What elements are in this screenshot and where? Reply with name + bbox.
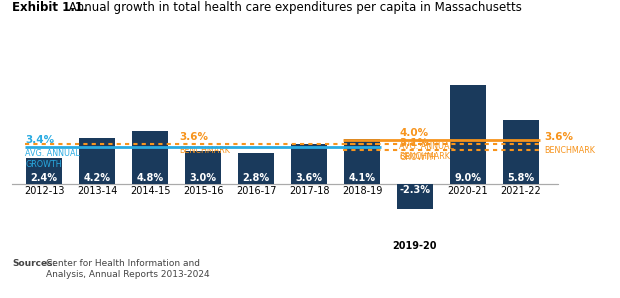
Text: BENCHMARK: BENCHMARK <box>544 146 595 156</box>
Bar <box>132 131 168 184</box>
Text: 3.6%: 3.6% <box>296 173 322 183</box>
Bar <box>397 184 433 209</box>
Text: 2016-17: 2016-17 <box>236 186 277 196</box>
Bar <box>344 139 380 184</box>
Text: 4.1%: 4.1% <box>348 173 376 183</box>
Text: 2021-22: 2021-22 <box>500 186 541 196</box>
Bar <box>26 158 62 184</box>
Text: Exhibit 1.1.: Exhibit 1.1. <box>12 1 88 15</box>
Text: 2.4%: 2.4% <box>30 173 58 183</box>
Bar <box>238 153 274 184</box>
Text: Annual growth in total health care expenditures per capita in Massachusetts: Annual growth in total health care expen… <box>65 1 522 15</box>
Bar <box>291 145 327 184</box>
Text: 3.4%: 3.4% <box>25 135 54 145</box>
Text: 4.2%: 4.2% <box>84 173 110 183</box>
Text: 4.8%: 4.8% <box>136 173 164 183</box>
Text: 5.8%: 5.8% <box>507 173 534 183</box>
Text: 4.0%: 4.0% <box>399 128 428 138</box>
Text: 2013-14: 2013-14 <box>77 186 117 196</box>
Text: BENCHMARK: BENCHMARK <box>179 146 230 156</box>
Text: -2.3%: -2.3% <box>399 185 430 195</box>
Text: 9.0%: 9.0% <box>454 173 482 183</box>
Text: Center for Health Information and
Analysis, Annual Reports 2013-2024: Center for Health Information and Analys… <box>46 259 210 279</box>
Text: 2015-16: 2015-16 <box>183 186 223 196</box>
Text: 2014-15: 2014-15 <box>130 186 170 196</box>
Text: 3.6%: 3.6% <box>179 133 208 142</box>
Text: BENCHMARK: BENCHMARK <box>399 152 450 161</box>
Text: 2020-21: 2020-21 <box>448 186 489 196</box>
Text: AVG. ANNUAL
GROWTH: AVG. ANNUAL GROWTH <box>25 149 80 169</box>
Bar <box>185 151 221 184</box>
Text: 2017-18: 2017-18 <box>289 186 329 196</box>
Text: 2.8%: 2.8% <box>242 173 270 183</box>
Text: 2019-20: 2019-20 <box>392 241 437 251</box>
Text: AVG. ANNUAL
GROWTH: AVG. ANNUAL GROWTH <box>399 142 454 162</box>
Text: Sources:: Sources: <box>12 259 56 268</box>
Bar <box>79 138 115 184</box>
Bar <box>450 85 486 184</box>
Text: 2018-19: 2018-19 <box>342 186 382 196</box>
Text: 2012-13: 2012-13 <box>24 186 64 196</box>
Text: 3.6%: 3.6% <box>544 133 574 142</box>
Text: 3.0%: 3.0% <box>190 173 216 183</box>
Text: 3.1%: 3.1% <box>399 138 428 148</box>
Bar <box>503 120 539 184</box>
